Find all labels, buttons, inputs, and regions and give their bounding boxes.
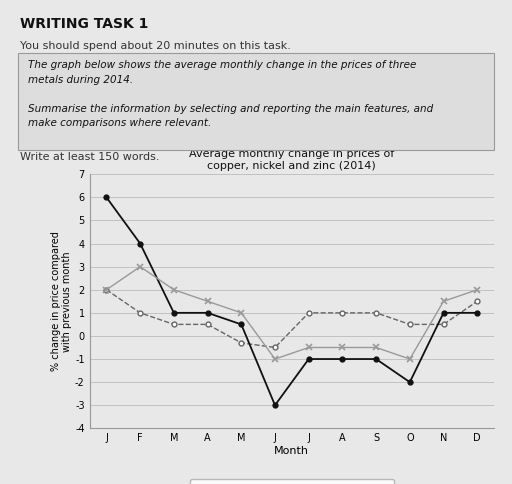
Text: You should spend about 20 minutes on this task.: You should spend about 20 minutes on thi… bbox=[20, 41, 291, 51]
Y-axis label: % change in price compared
with previous month: % change in price compared with previous… bbox=[51, 231, 72, 371]
X-axis label: Month: Month bbox=[274, 446, 309, 456]
Text: The graph below shows the average monthly change in the prices of three
metals d: The graph below shows the average monthl… bbox=[28, 60, 434, 128]
Text: WRITING TASK 1: WRITING TASK 1 bbox=[20, 17, 149, 31]
Text: Write at least 150 words.: Write at least 150 words. bbox=[20, 152, 160, 163]
Title: Average monthly change in prices of
copper, nickel and zinc (2014): Average monthly change in prices of copp… bbox=[189, 149, 394, 171]
Legend: Copper, Nickel, Zinc: Copper, Nickel, Zinc bbox=[189, 479, 394, 484]
